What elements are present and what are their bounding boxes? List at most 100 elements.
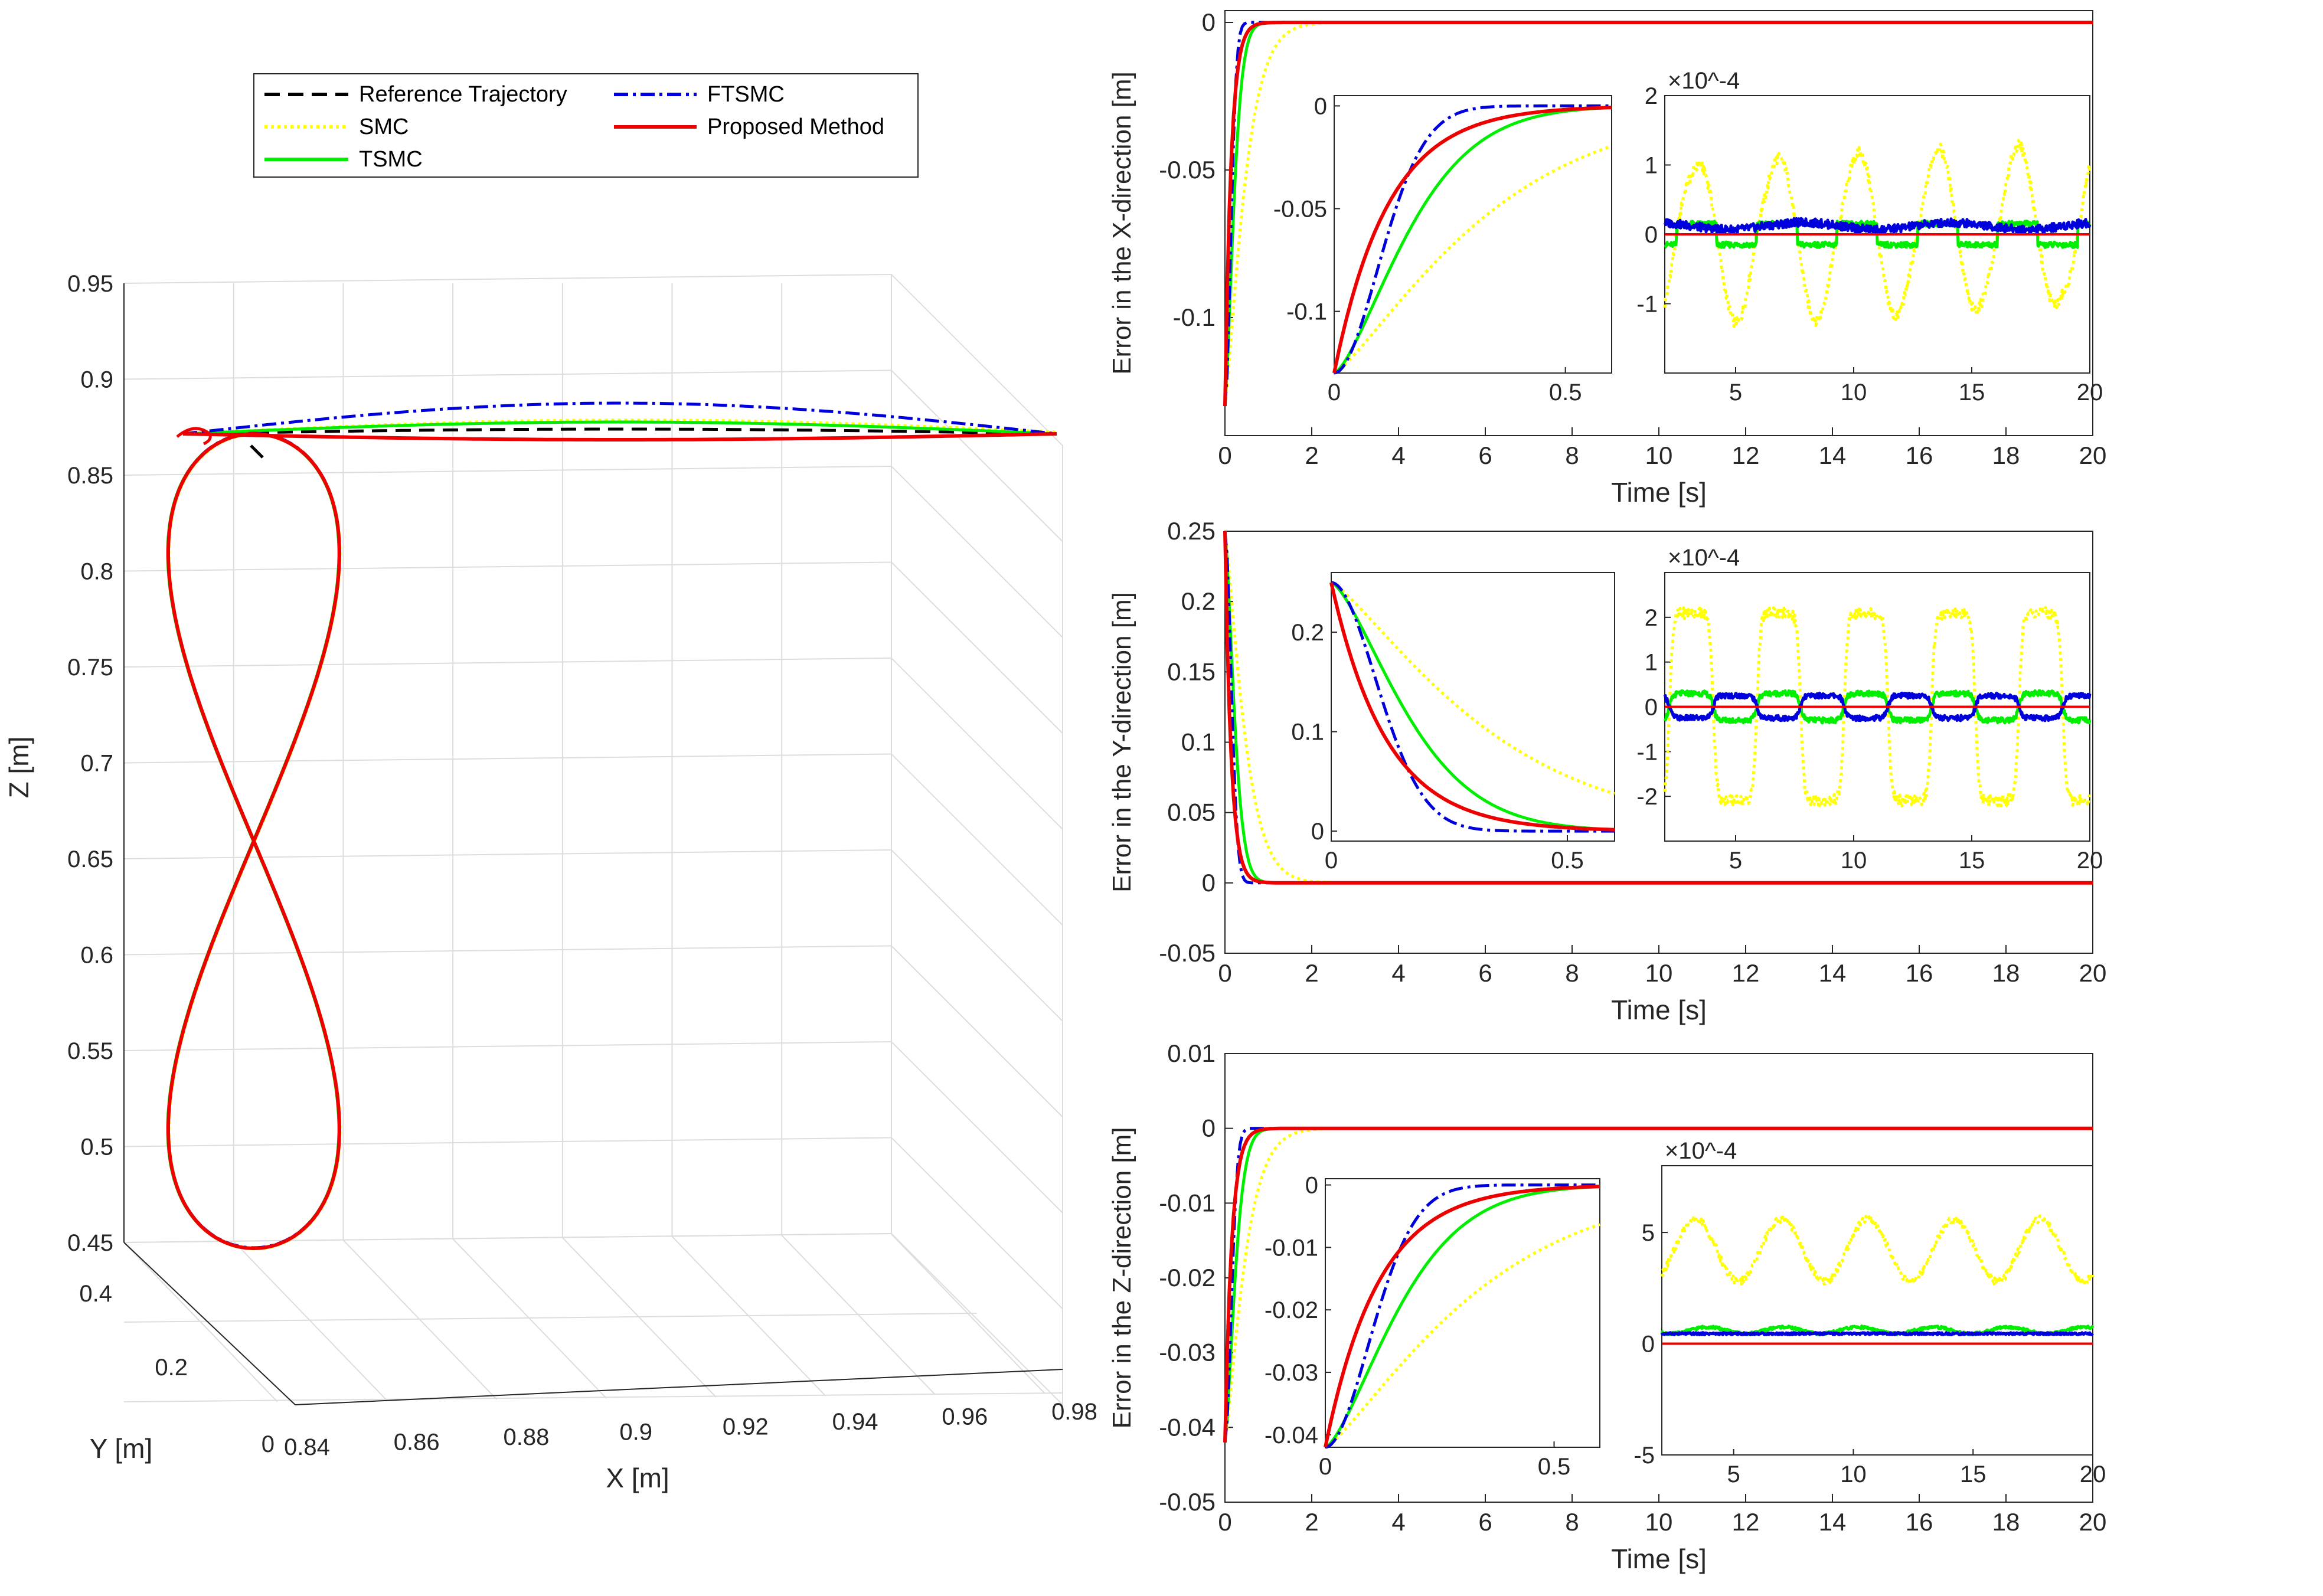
inset2-curve-tsmc	[1664, 220, 2092, 249]
inset2-x-tick-label: 10	[1841, 380, 1867, 405]
legend-label-tsmc: TSMC	[359, 147, 423, 172]
grid-back-z	[123, 369, 892, 380]
grid-floor-x	[452, 1238, 607, 1399]
trajectory-3d-plot: 0.45 0.5 0.55 0.6 0.65 0.7 0.75 0.8 0.85 0.9 0.95 0…	[4, 271, 1097, 1493]
x-tick-label: 0.84	[284, 1434, 330, 1460]
inset1-y-tick-label: -0.04	[1265, 1422, 1318, 1448]
y-axis-label: Error in the Y-direction [m]	[1107, 592, 1136, 892]
3d-start-marker	[250, 444, 264, 459]
grid-back-z	[123, 561, 892, 572]
legend-box	[253, 73, 919, 178]
inset2-y-tick-label: -1	[1636, 292, 1658, 318]
x-tick-label: 10	[1645, 441, 1673, 469]
x-tick-label: 6	[1478, 1508, 1492, 1536]
inset2-curve-tsmc	[1660, 1324, 2095, 1337]
x-tick-label: 12	[1732, 441, 1760, 469]
x-tick-label: 10	[1645, 1508, 1673, 1536]
z-tick-label: 0.9	[80, 367, 113, 393]
inset2-x-tick-label: 15	[1959, 848, 1985, 874]
x-axis-label: Time [s]	[1611, 1543, 1707, 1574]
x-tick-label: 8	[1565, 1508, 1579, 1536]
grid-back-z	[123, 753, 892, 764]
x-tick-label: 0.86	[394, 1429, 440, 1455]
y-tick-label: -0.02	[1159, 1264, 1216, 1291]
inset1-y-tick-label: -0.02	[1265, 1297, 1318, 1323]
grid-floor-x	[123, 1242, 278, 1402]
inset1-y-tick-label: 0.2	[1291, 620, 1324, 646]
grid-floor-x	[342, 1239, 498, 1400]
x-tick-label: 2	[1305, 1508, 1318, 1536]
inset1-x-tick-label: 0	[1328, 380, 1341, 405]
error-y-panel: 0 2 4 6 8 10 12 14 16 18 20-0.0500.050.10.150.20.2…	[1107, 517, 2106, 1025]
inset2-curve-smc	[1663, 606, 2091, 808]
inset2-curve-smc	[1661, 1214, 2095, 1286]
x-tick-label: 0	[1218, 441, 1231, 469]
legend-label-ref: Reference Trajectory	[359, 82, 567, 107]
inset2-y-tick-label: 5	[1642, 1220, 1655, 1246]
grid-back-z	[123, 1041, 892, 1051]
x-tick-label: 6	[1478, 959, 1492, 987]
inset2-y-tick-label: 0	[1645, 222, 1658, 248]
x-tick-label: 18	[1992, 441, 2020, 469]
x-tick-label: 16	[1906, 959, 1933, 987]
x-tick-label: 0.96	[942, 1404, 988, 1430]
error-z-panel: 0 2 4 6 8 10 12 14 16 18 20 -0.05 -0.04 -0.03 -0.02 -0.…	[1107, 1039, 2106, 1574]
inset1-curve-ftsmc	[1331, 581, 1615, 833]
x-tick-label: 20	[2079, 959, 2107, 987]
y-tick-label: 0	[262, 1431, 275, 1457]
inset1-y-tick-label: -0.03	[1265, 1360, 1318, 1386]
grid-side-z	[891, 369, 1063, 542]
grid-side-z	[891, 274, 1063, 446]
inset2-exponent-label: ×10^-4	[1668, 545, 1740, 571]
y-tick-label: 0.2	[1181, 587, 1216, 615]
z-tick-label: 0.45	[67, 1230, 113, 1256]
grid-floor-x	[562, 1237, 717, 1398]
x-tick-label: 12	[1732, 1508, 1760, 1536]
y-tick-label: -0.05	[1159, 1488, 1216, 1516]
y-tick-label: 0	[1202, 8, 1216, 36]
main-curve-proposed	[1223, 1126, 2093, 1443]
inset2-y-tick-label: 1	[1645, 153, 1658, 179]
inset1-curve-ftsmc	[1325, 1183, 1600, 1449]
3d-trajectory-top-proposed	[182, 432, 1057, 441]
grid-back-z	[123, 1137, 892, 1147]
y-tick-label: 0.25	[1167, 517, 1216, 545]
inset2-curve-ftsmc	[1663, 691, 2092, 722]
x-tick-label: 10	[1645, 959, 1673, 987]
inset2-y-tick-label: 2	[1645, 605, 1658, 631]
grid-side-z	[891, 849, 1063, 1022]
grid-floor-y	[123, 1392, 1062, 1402]
inset2-y-tick-label: 0	[1642, 1332, 1655, 1358]
legend: Reference Trajectory SMC TSMC FTSMC Prop…	[253, 73, 919, 178]
grid-side-z	[891, 1041, 1063, 1214]
inset1-y-tick-label: 0	[1311, 819, 1324, 845]
inset1-y-tick-label: -0.05	[1273, 196, 1327, 222]
x-tick-label: 0.98	[1051, 1399, 1097, 1425]
grid-side-z	[891, 466, 1063, 638]
z-tick-label: 0.95	[67, 271, 113, 297]
inset2-x-tick-label: 5	[1729, 848, 1742, 874]
inset1-y-tick-label: -0.1	[1286, 299, 1327, 325]
z-tick-label: 0.75	[67, 655, 113, 681]
x-tick-label: 8	[1565, 959, 1579, 987]
x-tick-label: 0.94	[832, 1409, 878, 1435]
inset2-x-tick-label: 20	[2080, 1461, 2106, 1487]
z-tick-label: 0.85	[67, 463, 113, 489]
grid-side-z	[891, 561, 1063, 734]
inset2-y-tick-label: 1	[1645, 650, 1658, 676]
y-tick-label: 0.05	[1167, 799, 1216, 826]
x-tick-label: 4	[1391, 1508, 1405, 1536]
y-axis-label: Error in the X-direction [m]	[1107, 71, 1136, 375]
y-tick-label: -0.05	[1159, 156, 1216, 184]
x-tick-label: 14	[1819, 959, 1847, 987]
x-axis-label: Time [s]	[1611, 995, 1707, 1025]
x-tick-label: 2	[1305, 441, 1318, 469]
inset1-y-tick-label: -0.01	[1265, 1235, 1318, 1261]
inset1-curve-proposed	[1329, 582, 1615, 832]
x-tick-label: 20	[2079, 1508, 2107, 1536]
inset2-curve-ftsmc	[1660, 1331, 2094, 1336]
grid-side-z	[891, 1233, 1063, 1405]
y-axis-label: Y [m]	[90, 1433, 153, 1464]
x-tick-label: 12	[1732, 959, 1760, 987]
inset2-y-tick-label: -5	[1633, 1443, 1655, 1469]
